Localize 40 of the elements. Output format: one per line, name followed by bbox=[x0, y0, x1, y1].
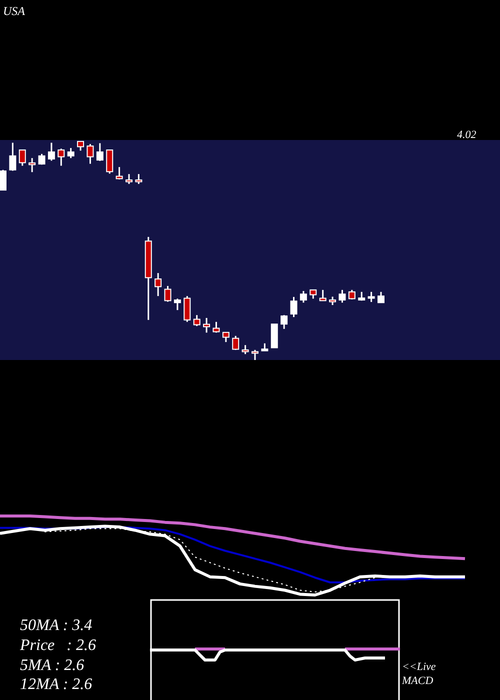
candlestick bbox=[126, 173, 132, 185]
candlestick bbox=[300, 290, 307, 304]
candlestick bbox=[9, 142, 16, 172]
candlestick bbox=[378, 291, 384, 304]
candlestick bbox=[28, 157, 36, 173]
candlestick bbox=[280, 314, 288, 330]
candlestick bbox=[348, 289, 356, 300]
candlestick bbox=[338, 289, 346, 304]
chart-title: USA bbox=[3, 4, 26, 18]
candlestick bbox=[232, 335, 240, 351]
candlestick bbox=[174, 298, 181, 311]
candlestick bbox=[184, 295, 191, 323]
candlestick bbox=[164, 285, 172, 302]
text: 50MA : 3.4 bbox=[20, 617, 92, 634]
candlestick bbox=[222, 332, 230, 343]
text: 5MA : 2.6 bbox=[20, 657, 84, 674]
candlestick bbox=[58, 148, 65, 166]
candlestick bbox=[96, 142, 104, 162]
candlestick bbox=[116, 166, 123, 180]
text: 4.02 bbox=[457, 129, 477, 141]
candlestick bbox=[67, 147, 74, 159]
candlestick bbox=[18, 149, 26, 166]
candlestick bbox=[0, 169, 6, 191]
candlestick bbox=[270, 324, 278, 348]
candlestick bbox=[135, 173, 142, 185]
text: Price : 2.6 bbox=[19, 637, 96, 654]
candlestick bbox=[252, 349, 258, 361]
candlestick bbox=[106, 149, 114, 174]
text: <<Live MACD bbox=[401, 661, 436, 687]
candlestick bbox=[290, 296, 298, 318]
candlestick bbox=[203, 317, 210, 334]
candlestick bbox=[319, 289, 326, 302]
candlestick bbox=[86, 143, 94, 165]
candlestick bbox=[212, 321, 220, 334]
text: 12MA : 2.6 bbox=[20, 676, 92, 693]
candlestick bbox=[368, 291, 375, 303]
candlestick bbox=[154, 272, 162, 297]
candlestick bbox=[193, 314, 200, 327]
candlestick bbox=[48, 142, 55, 162]
candlestick bbox=[77, 140, 84, 152]
